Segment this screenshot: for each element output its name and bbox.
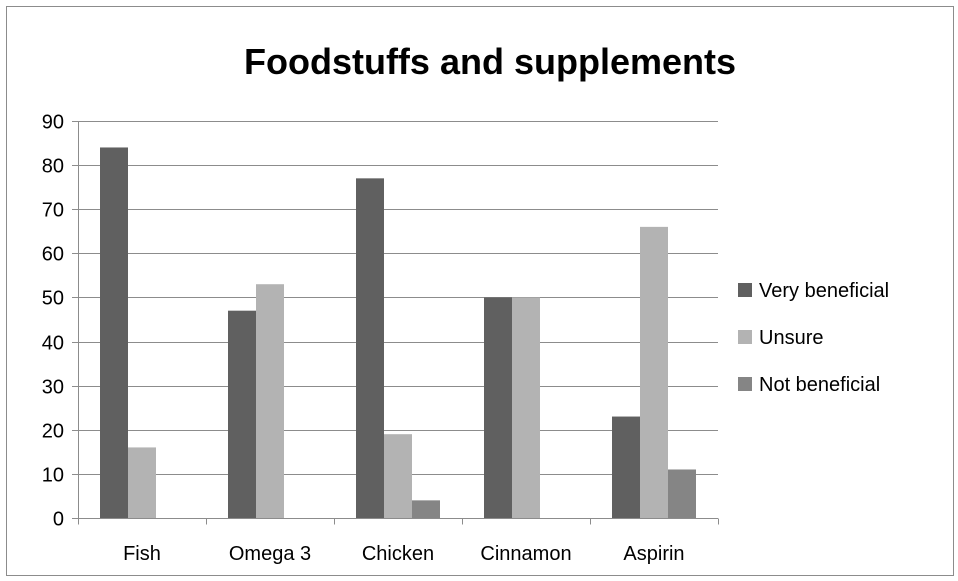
y-tick-label: 70 [42,200,64,222]
bar-very-beneficial-fish [100,147,128,518]
y-tick-label: 10 [42,465,64,487]
y-tick-label: 80 [42,156,64,178]
bar-unsure-cinnamon [512,297,540,518]
bar-very-beneficial-omega-3 [228,310,256,518]
legend-swatch [738,330,752,344]
y-tick-label: 20 [42,421,64,443]
bar-unsure-chicken [384,434,412,518]
y-axis: 0 10 20 30 40 50 60 70 80 90 [42,112,79,531]
bar-unsure-aspirin [640,226,668,518]
x-tick-label: Omega 3 [229,543,311,565]
y-tick-label: 0 [53,509,64,531]
gridlines [78,121,718,475]
legend-label: Unsure [759,327,823,349]
legend-label: Very beneficial [759,280,889,302]
chart-frame [6,6,954,576]
legend-swatch [738,283,752,297]
y-tick-label: 30 [42,377,64,399]
y-tick-label: 90 [42,112,64,134]
x-tick-label: Fish [123,543,161,565]
legend: Very beneficial Unsure Not beneficial [738,280,889,396]
legend-swatch [738,377,752,391]
bar-unsure-fish [128,447,156,518]
legend-label: Not beneficial [759,374,880,396]
bar-very-beneficial-aspirin [612,416,640,518]
bar-very-beneficial-cinnamon [484,297,512,518]
x-axis: Fish Omega 3 Chicken Cinnamon Aspirin [78,518,719,565]
x-tick-label: Aspirin [623,543,684,565]
y-tick-label: 50 [42,288,64,310]
x-tick-label: Cinnamon [480,543,571,565]
y-tick-label: 60 [42,244,64,266]
bar-not-beneficial-aspirin [668,469,696,518]
y-tick-label: 40 [42,333,64,355]
x-tick-label: Chicken [362,543,434,565]
bar-very-beneficial-chicken [356,178,384,518]
bar-unsure-omega-3 [256,284,284,518]
chart-title: Foodstuffs and supplements [244,41,736,82]
bars [100,147,696,518]
bar-not-beneficial-chicken [412,500,440,518]
